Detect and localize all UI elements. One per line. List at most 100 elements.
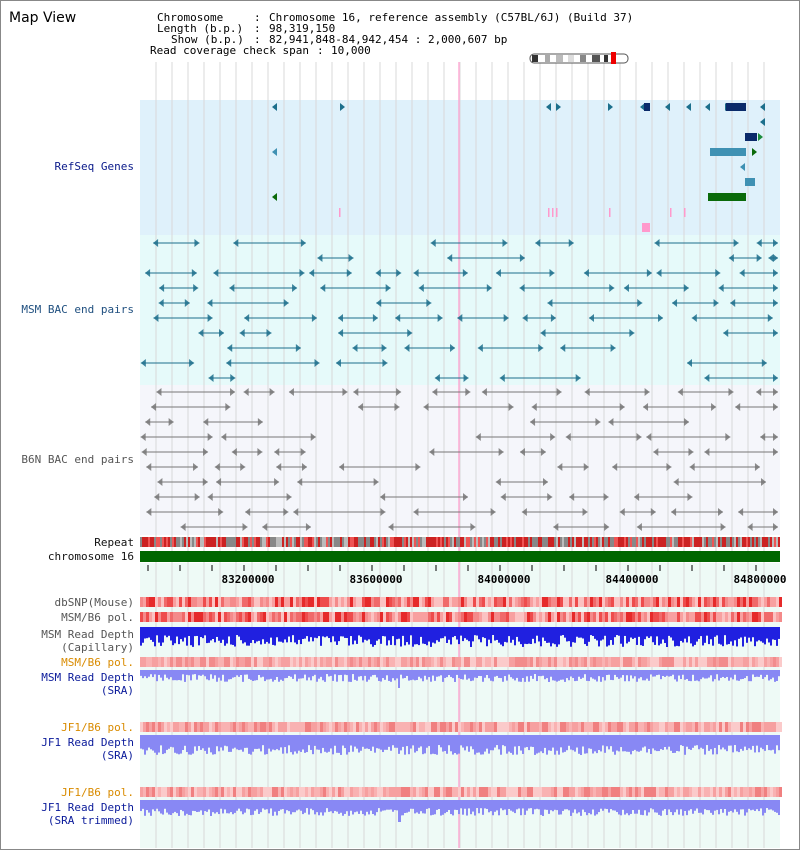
read-depth-bar	[514, 800, 516, 814]
track-label-jf1-depth-trimmed[interactable]: JF1 Read Depth	[41, 801, 134, 814]
heatmap-cell	[242, 597, 245, 607]
b6n-bac-end	[612, 463, 618, 471]
repeat-element	[722, 537, 724, 547]
read-depth-bar	[720, 800, 722, 810]
heatmap-cell	[344, 612, 347, 622]
track-label-jf1-b6-pol-trimmed[interactable]: JF1/B6 pol.	[61, 786, 134, 799]
heatmap-cell	[473, 612, 476, 622]
read-depth-bar	[334, 800, 336, 811]
read-depth-bar	[574, 735, 576, 752]
b6n-bac-end	[202, 478, 208, 486]
read-depth-bar	[678, 627, 680, 647]
chromosome-key: Chromosome	[157, 11, 224, 24]
gene-exon	[745, 133, 757, 141]
heatmap-cell	[416, 597, 419, 607]
repeat-element	[356, 537, 358, 547]
heatmap-cell	[239, 612, 242, 622]
track-label-b6n-bac[interactable]: B6N BAC end pairs	[21, 453, 134, 466]
track-label-msm-depth-sra[interactable]: MSM Read Depth	[41, 671, 134, 684]
read-depth-bar	[482, 735, 484, 755]
heatmap-cell	[635, 612, 638, 622]
repeat-element	[472, 537, 474, 547]
track-label-jf1-depth[interactable]: JF1 Read Depth	[41, 736, 134, 749]
repeat-element	[186, 537, 188, 547]
heatmap-cell	[179, 722, 182, 732]
track-label-jf1-b6-pol[interactable]: JF1/B6 pol.	[61, 721, 134, 734]
read-depth-bar	[358, 627, 360, 636]
read-depth-bar	[528, 800, 530, 809]
read-depth-bar	[552, 735, 554, 748]
read-depth-bar	[568, 800, 570, 811]
read-depth-bar	[498, 735, 500, 750]
read-depth-bar	[570, 800, 572, 816]
read-depth-bar	[372, 735, 374, 747]
read-depth-bar	[598, 735, 600, 751]
msm-bac-end	[346, 269, 352, 277]
heatmap-cell	[722, 787, 725, 797]
heatmap-cell	[155, 612, 158, 622]
read-depth-bar	[384, 670, 386, 680]
repeat-element	[694, 537, 696, 547]
heatmap-cell	[638, 722, 641, 732]
read-depth-bar	[514, 627, 516, 646]
read-depth-bar	[292, 670, 294, 679]
heatmap-cell	[179, 597, 182, 607]
track-label-dbsnp[interactable]: dbSNP(Mouse)	[54, 596, 134, 609]
read-depth-bar	[530, 627, 532, 645]
heatmap-cell	[167, 597, 170, 607]
heatmap-cell	[494, 722, 497, 732]
heatmap-cell	[203, 722, 206, 732]
track-label-refseq-genes[interactable]: RefSeq Genes	[54, 160, 134, 173]
heatmap-cell	[614, 657, 617, 667]
read-depth-bar	[766, 627, 768, 639]
track-label-msm-b6-pol-sra[interactable]: MSM/B6 pol.	[61, 656, 134, 669]
read-depth-bar	[732, 735, 734, 753]
heatmap-cell	[710, 612, 713, 622]
heatmap-cell	[647, 597, 650, 607]
read-depth-bar	[528, 670, 530, 682]
repeat-element	[640, 537, 642, 547]
heatmap-cell	[539, 722, 542, 732]
heatmap-cell	[653, 722, 656, 732]
heatmap-cell	[491, 722, 494, 732]
read-depth-bar	[416, 670, 418, 681]
read-depth-bar	[560, 627, 562, 636]
read-depth-bar	[628, 627, 630, 642]
read-depth-bar	[676, 670, 678, 682]
read-depth-bar	[230, 735, 232, 752]
heatmap-cell	[467, 787, 470, 797]
repeat-element	[432, 537, 434, 547]
heatmap-cell	[542, 657, 545, 667]
read-depth-bar	[650, 735, 652, 754]
read-depth-bar	[180, 627, 182, 640]
track-label-msm-bac[interactable]: MSM BAC end pairs	[21, 303, 134, 316]
read-depth-bar	[380, 800, 382, 812]
heatmap-cell	[227, 657, 230, 667]
track-label-msm-b6-pol[interactable]: MSM/B6 pol.	[61, 611, 134, 624]
read-depth-bar	[168, 670, 170, 680]
track-label-msm-depth-capillary[interactable]: MSM Read Depth	[41, 628, 134, 641]
repeat-element	[476, 537, 478, 547]
heatmap-cell	[608, 597, 611, 607]
heatmap-cell	[572, 722, 575, 732]
repeat-element	[166, 537, 168, 547]
heatmap-cell	[344, 597, 347, 607]
heatmap-cell	[413, 612, 416, 622]
heatmap-cell	[464, 597, 467, 607]
repeat-element	[736, 537, 738, 547]
read-depth-bar	[328, 670, 330, 677]
read-depth-bar	[350, 800, 352, 811]
read-depth-bar	[686, 800, 688, 816]
read-depth-bar	[320, 800, 322, 813]
heatmap-cell	[341, 787, 344, 797]
read-depth-bar	[278, 670, 280, 682]
msm-bac-end	[311, 314, 317, 322]
heatmap-cell	[773, 597, 776, 607]
gene-exon	[710, 148, 746, 156]
heatmap-cell	[557, 722, 560, 732]
repeat-element	[572, 537, 574, 547]
repeat-element	[428, 537, 430, 547]
heatmap-cell	[242, 722, 245, 732]
read-depth-bar	[384, 800, 386, 811]
